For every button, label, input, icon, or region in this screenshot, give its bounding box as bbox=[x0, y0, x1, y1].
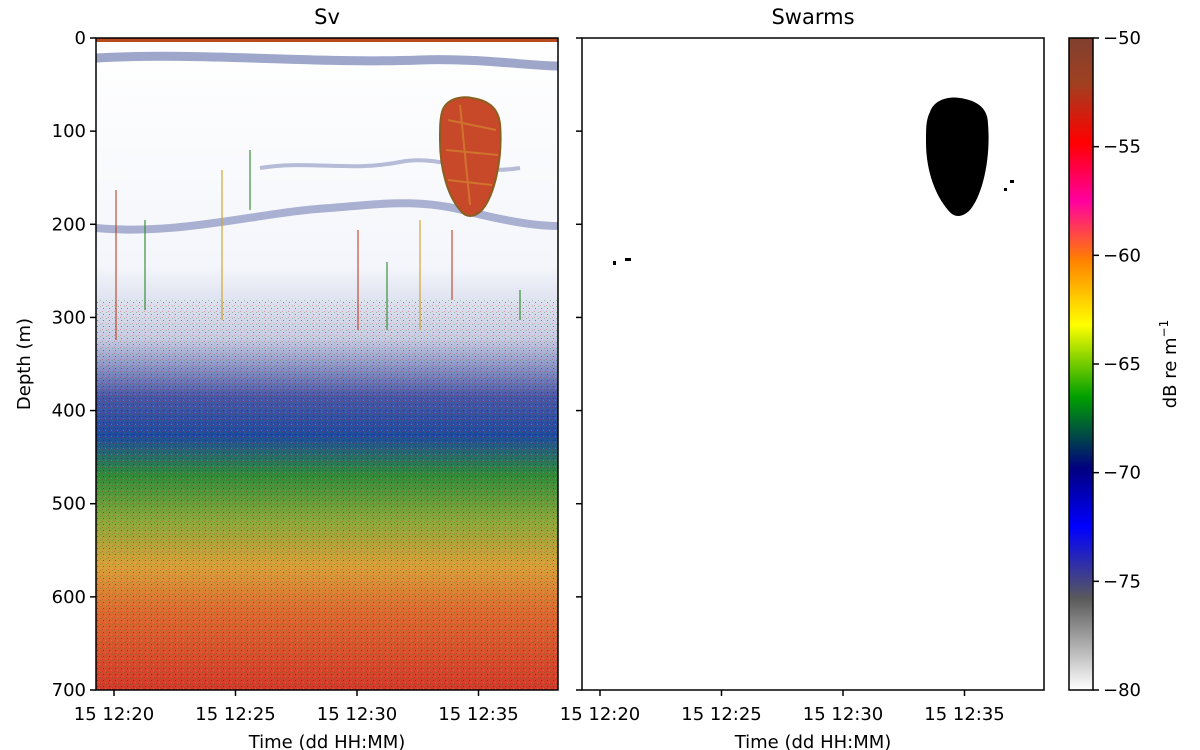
swarm-mask-main bbox=[926, 97, 989, 216]
swarm-mask-small-1 bbox=[613, 261, 616, 265]
ping-streaks bbox=[115, 150, 521, 340]
sv-x-axis-title: Time (dd HH:MM) bbox=[248, 732, 406, 750]
surface-band bbox=[96, 38, 558, 42]
sv-x-tick-label: 15 12:20 bbox=[74, 704, 155, 725]
colorbar-tick-label: −60 bbox=[1103, 245, 1141, 266]
sv-y-axis: 0 100 200 300 400 500 600 700 bbox=[52, 28, 96, 701]
colorbar-tick-label: −55 bbox=[1103, 137, 1141, 158]
surface-layer bbox=[96, 51, 558, 71]
sv-y-tick-label: 200 bbox=[52, 214, 86, 235]
colorbar-ticks: −50 −55 −60 −65 −70 −75 −80 bbox=[1093, 28, 1141, 701]
colorbar-label: dB re m−1 bbox=[1157, 320, 1181, 409]
swarm-mask-small-2 bbox=[625, 258, 631, 261]
sv-y-axis-title: Depth (m) bbox=[14, 318, 35, 410]
sv-x-tick-label: 15 12:35 bbox=[438, 704, 519, 725]
sv-x-tick-label: 15 12:25 bbox=[195, 704, 276, 725]
colorbar-label-sup: −1 bbox=[1157, 320, 1171, 338]
swarm-mask-small-4 bbox=[1004, 188, 1007, 191]
sv-plot-border bbox=[95, 37, 559, 691]
swarms-x-tick-label: 15 12:20 bbox=[560, 704, 641, 725]
swarms-panel: Swarms 15 12:20 15 12:25 15 12:30 15 12:35 … bbox=[560, 5, 1045, 750]
sv-x-axis: 15 12:20 15 12:25 15 12:30 15 12:35 bbox=[74, 690, 519, 725]
sv-y-tick-label: 400 bbox=[52, 401, 86, 422]
sv-x-tick-label: 15 12:30 bbox=[317, 704, 398, 725]
sv-speckle-texture bbox=[96, 300, 558, 690]
scattering-layer bbox=[96, 199, 558, 234]
swarms-y-axis bbox=[576, 37, 582, 691]
swarm-sv-texture bbox=[445, 104, 499, 206]
colorbar-tick-label: −50 bbox=[1103, 28, 1141, 49]
swarms-x-axis: 15 12:20 15 12:25 15 12:30 15 12:35 bbox=[560, 690, 1005, 725]
swarms-x-tick-label: 15 12:30 bbox=[803, 704, 884, 725]
colorbar-label-text: dB re m bbox=[1160, 337, 1181, 408]
colorbar-tick-label: −80 bbox=[1103, 680, 1141, 701]
colorbar: −50 −55 −60 −65 −70 −75 −80 dB re m−1 bbox=[1068, 28, 1181, 701]
swarms-x-tick-label: 15 12:25 bbox=[681, 704, 762, 725]
colorbar-gradient bbox=[1068, 37, 1094, 691]
swarms-x-axis-title: Time (dd HH:MM) bbox=[734, 732, 892, 750]
swarms-title: Swarms bbox=[771, 5, 854, 29]
sv-features bbox=[96, 38, 558, 690]
swarms-plot-border bbox=[581, 37, 1045, 691]
sv-y-tick-label: 500 bbox=[52, 494, 86, 515]
sv-y-tick-label: 600 bbox=[52, 587, 86, 608]
swarms-x-tick-label: 15 12:35 bbox=[924, 704, 1005, 725]
sv-y-tick-label: 100 bbox=[52, 121, 86, 142]
colorbar-tick-label: −65 bbox=[1103, 354, 1141, 375]
sv-y-tick-label: 700 bbox=[52, 680, 86, 701]
sv-y-tick-label: 0 bbox=[75, 28, 86, 49]
sv-y-tick-label: 300 bbox=[52, 307, 86, 328]
sv-title: Sv bbox=[314, 5, 340, 29]
swarm-mask-small-3 bbox=[1010, 180, 1014, 183]
colorbar-tick-label: −75 bbox=[1103, 571, 1141, 592]
colorbar-tick-label: −70 bbox=[1103, 463, 1141, 484]
